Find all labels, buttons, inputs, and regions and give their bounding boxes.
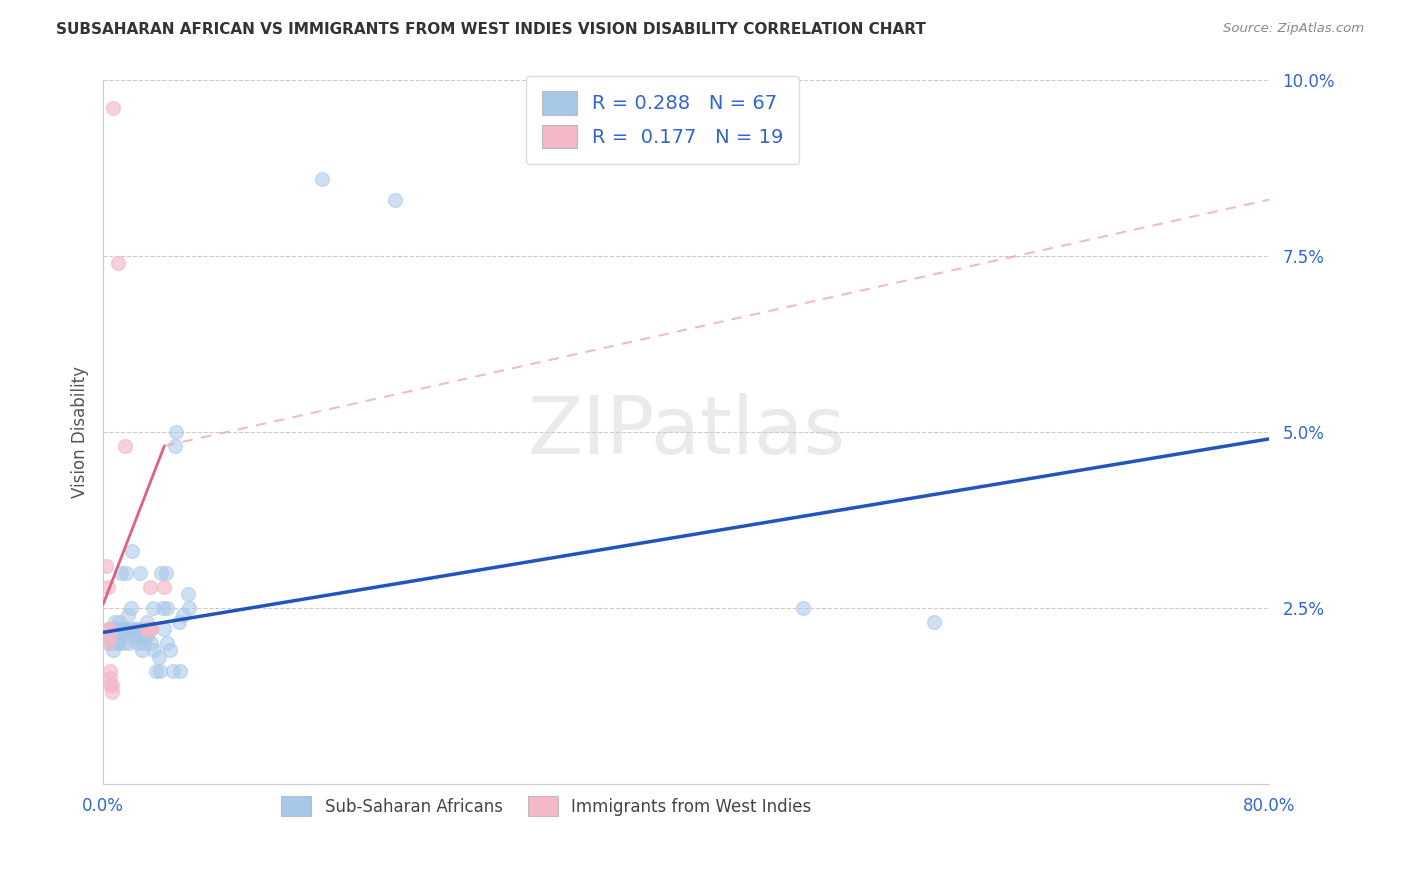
Point: [135, 615, 157, 629]
Point: [156, 636, 179, 650]
Legend: Sub-Saharan Africans, Immigrants from West Indies: Sub-Saharan Africans, Immigrants from We…: [273, 788, 820, 825]
Point: [94, 558, 117, 573]
Point: [167, 615, 190, 629]
Point: [922, 615, 945, 629]
Point: [108, 615, 131, 629]
Point: [105, 622, 128, 636]
Point: [135, 622, 157, 636]
Point: [100, 671, 122, 685]
Point: [141, 636, 163, 650]
Point: [97, 629, 120, 643]
Point: [110, 566, 132, 580]
Point: [172, 607, 194, 622]
Point: [103, 101, 125, 115]
Point: [159, 643, 181, 657]
Point: [117, 607, 139, 622]
Point: [179, 600, 201, 615]
Point: [124, 622, 146, 636]
Point: [97, 622, 120, 636]
Point: [132, 636, 155, 650]
Point: [104, 615, 127, 629]
Point: [169, 664, 191, 678]
Point: [96, 580, 118, 594]
Point: [107, 256, 129, 270]
Point: [125, 629, 148, 643]
Point: [143, 643, 166, 657]
Point: [129, 622, 152, 636]
Point: [120, 600, 142, 615]
Point: [145, 664, 167, 678]
Point: [149, 664, 172, 678]
Point: [384, 193, 406, 207]
Point: [139, 622, 162, 636]
Point: [156, 600, 179, 615]
Point: [121, 544, 143, 558]
Point: [105, 636, 128, 650]
Point: [100, 664, 122, 678]
Y-axis label: Vision Disability: Vision Disability: [72, 366, 89, 498]
Point: [100, 678, 122, 692]
Point: [122, 622, 145, 636]
Point: [111, 622, 134, 636]
Point: [127, 636, 149, 650]
Point: [114, 622, 136, 636]
Point: [162, 664, 184, 678]
Point: [311, 171, 333, 186]
Text: SUBSAHARAN AFRICAN VS IMMIGRANTS FROM WEST INDIES VISION DISABILITY CORRELATION : SUBSAHARAN AFRICAN VS IMMIGRANTS FROM WE…: [56, 22, 927, 37]
Point: [139, 580, 162, 594]
Point: [112, 636, 135, 650]
Point: [128, 566, 150, 580]
Point: [107, 629, 129, 643]
Text: ZIPatlas: ZIPatlas: [527, 392, 845, 471]
Point: [108, 622, 131, 636]
Point: [111, 629, 134, 643]
Point: [131, 643, 153, 657]
Point: [153, 622, 176, 636]
Text: Source: ZipAtlas.com: Source: ZipAtlas.com: [1223, 22, 1364, 36]
Point: [114, 439, 136, 453]
Point: [104, 629, 127, 643]
Point: [129, 629, 152, 643]
Point: [125, 622, 148, 636]
Point: [101, 678, 124, 692]
Point: [150, 566, 173, 580]
Point: [101, 629, 124, 643]
Point: [153, 580, 176, 594]
Point: [142, 600, 165, 615]
Point: [792, 600, 814, 615]
Point: [148, 650, 170, 665]
Point: [165, 425, 187, 439]
Point: [134, 629, 156, 643]
Point: [96, 622, 118, 636]
Point: [103, 643, 125, 657]
Point: [115, 566, 138, 580]
Point: [100, 629, 122, 643]
Point: [122, 629, 145, 643]
Point: [96, 636, 118, 650]
Point: [163, 439, 186, 453]
Point: [101, 636, 124, 650]
Point: [136, 622, 159, 636]
Point: [155, 566, 177, 580]
Point: [100, 622, 122, 636]
Point: [101, 685, 124, 699]
Point: [135, 629, 157, 643]
Point: [118, 636, 141, 650]
Point: [141, 622, 163, 636]
Point: [152, 600, 174, 615]
Point: [112, 622, 135, 636]
Point: [176, 587, 198, 601]
Point: [97, 636, 120, 650]
Point: [103, 622, 125, 636]
Point: [117, 622, 139, 636]
Point: [107, 636, 129, 650]
